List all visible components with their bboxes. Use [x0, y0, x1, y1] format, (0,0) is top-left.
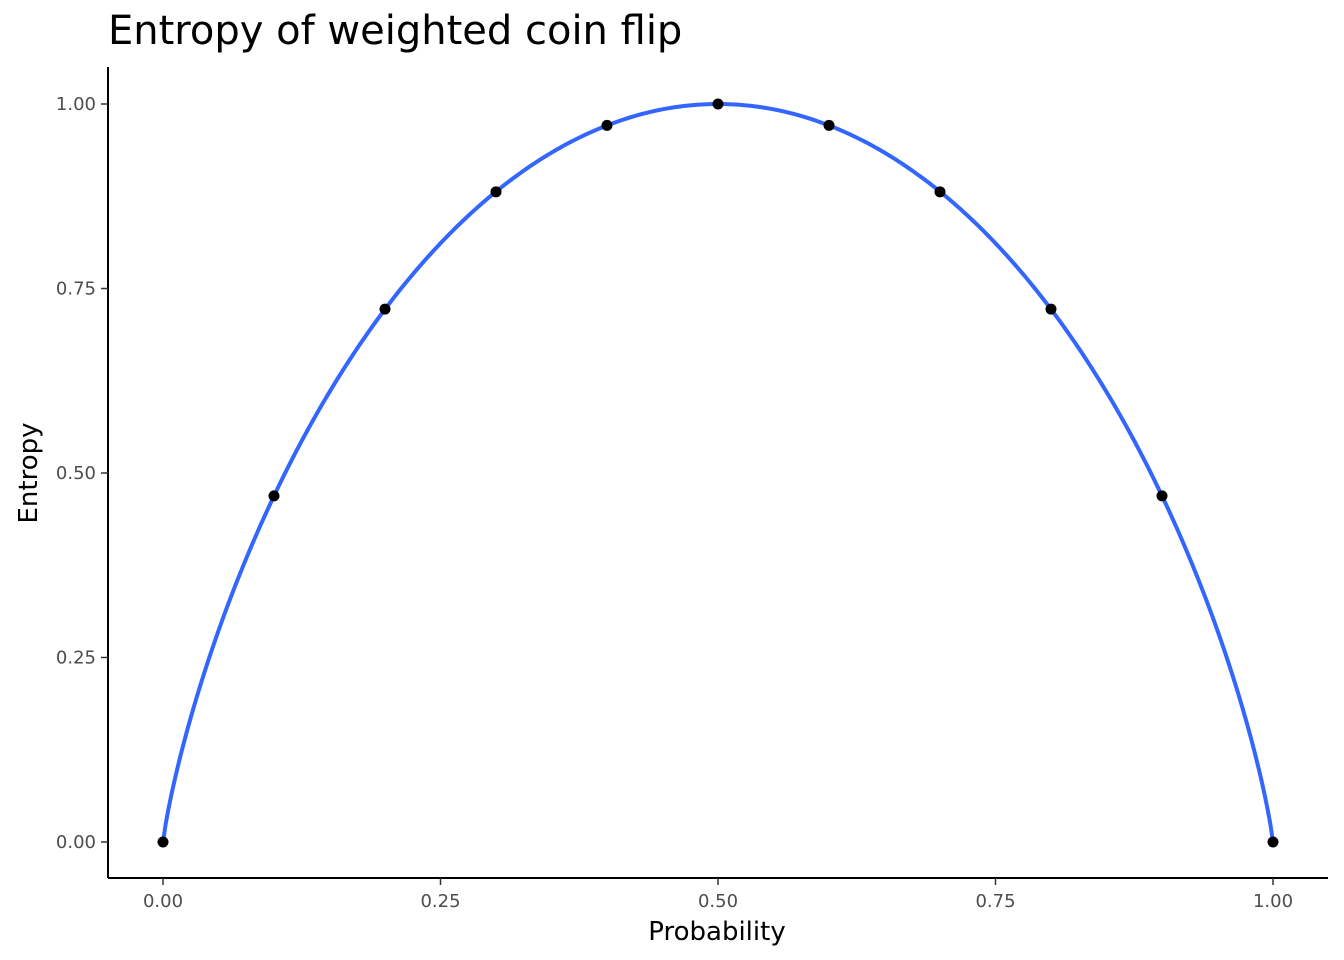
x-axis: 0.00 0.25 0.50 0.75 1.00: [108, 877, 1328, 912]
x-tick-label: 0.25: [420, 891, 460, 912]
y-tick-label: 0.50: [56, 463, 96, 484]
data-point: [934, 186, 946, 198]
data-point: [1267, 836, 1279, 848]
y-tick-label: 1.00: [56, 94, 96, 115]
x-tick-label: 0.75: [975, 891, 1015, 912]
x-tick-label: 1.00: [1253, 891, 1293, 912]
x-tick-label: 0.50: [698, 891, 738, 912]
data-point: [601, 119, 613, 131]
data-point: [379, 303, 391, 315]
y-tick-label: 0.00: [56, 832, 96, 853]
data-point: [490, 186, 502, 198]
data-point: [823, 119, 835, 131]
smooth-fit-line: [161, 102, 1275, 844]
data-point: [268, 490, 280, 502]
y-tick-label: 0.25: [56, 648, 96, 669]
data-point: [1156, 490, 1168, 502]
data-point: [157, 836, 169, 848]
y-tick-label: 0.75: [56, 279, 96, 300]
chart-title: Entropy of weighted coin flip: [108, 8, 682, 54]
x-tick-label: 0.00: [143, 891, 183, 912]
data-point: [712, 98, 724, 110]
series-layer: [157, 98, 1279, 848]
y-axis-label: Entropy: [14, 422, 44, 523]
x-axis-label: Probability: [648, 917, 785, 947]
y-axis: 0.00 0.25 0.50 0.75 1.00: [56, 67, 109, 878]
data-point: [1045, 303, 1057, 315]
